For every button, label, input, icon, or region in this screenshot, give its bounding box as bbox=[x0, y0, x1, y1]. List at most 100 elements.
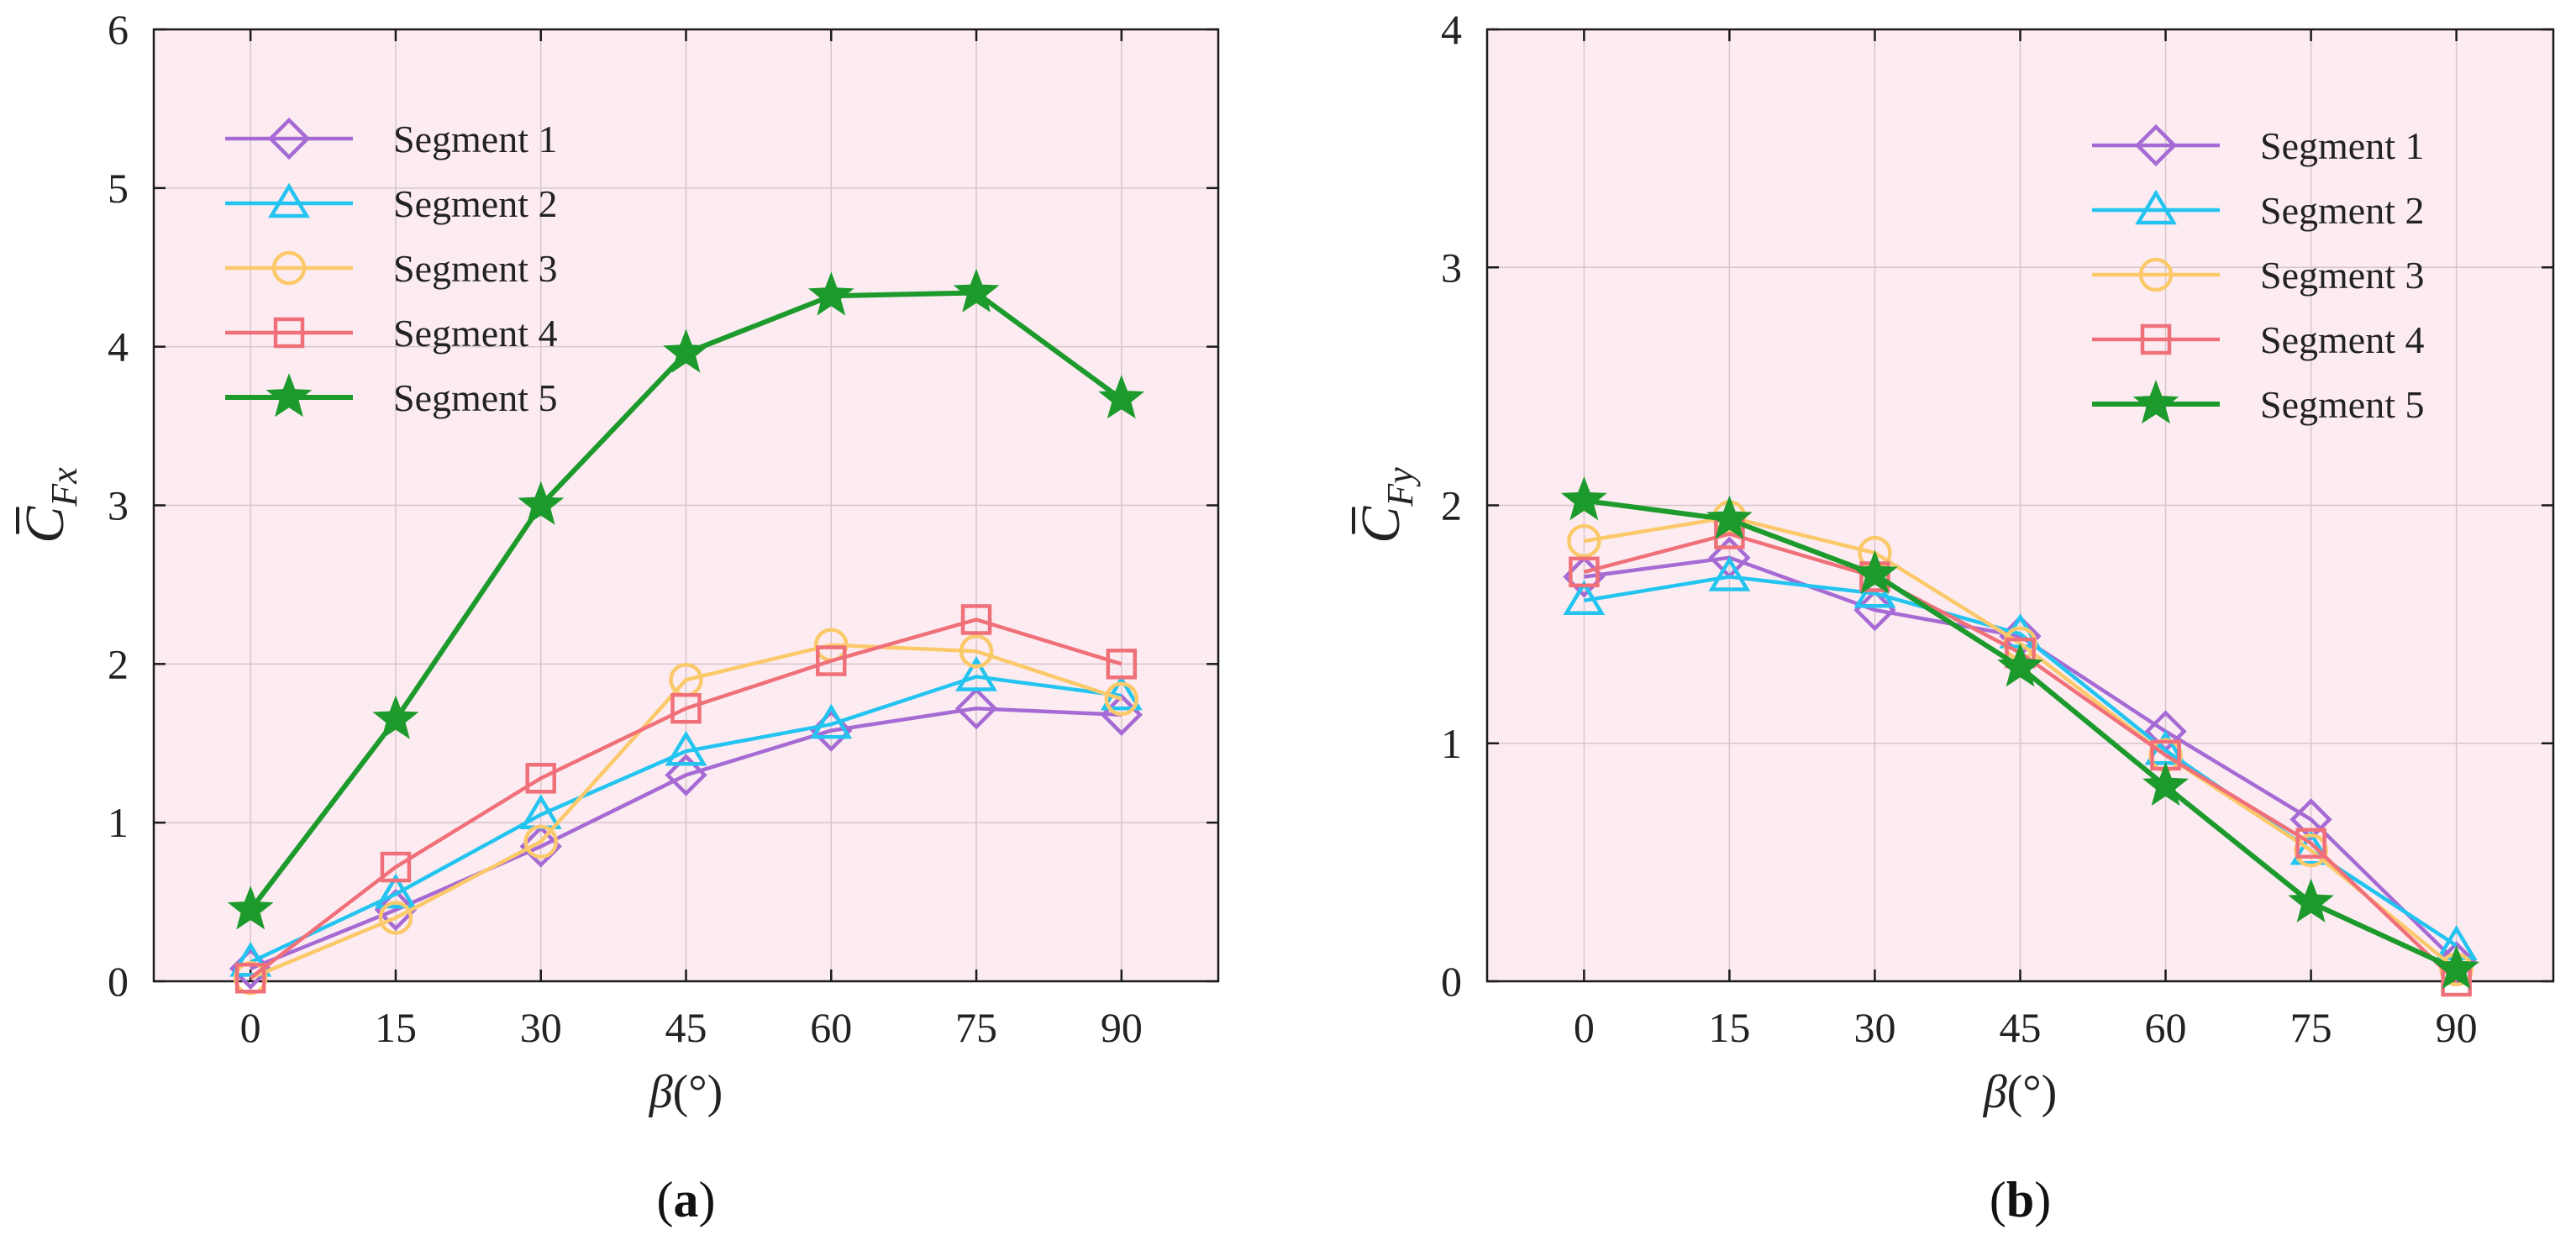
x-axis-unit: (°) bbox=[2007, 1066, 2058, 1118]
data-point bbox=[1560, 476, 1607, 521]
legend-marker bbox=[2134, 124, 2178, 167]
legend-marker bbox=[265, 373, 313, 418]
data-point bbox=[372, 695, 419, 739]
legend-marker bbox=[267, 117, 311, 160]
data-point bbox=[374, 888, 418, 932]
data-point bbox=[810, 703, 853, 739]
x-tick-label: 60 bbox=[2145, 1004, 2187, 1051]
legend-label: Segment 3 bbox=[393, 247, 557, 290]
y-axis-symbol: C bbox=[14, 506, 76, 544]
data-point bbox=[665, 754, 707, 796]
legend-label: Segment 4 bbox=[393, 312, 557, 355]
y-tick-label: 2 bbox=[108, 640, 129, 687]
y-tick-label: 0 bbox=[108, 958, 129, 1005]
data-point bbox=[807, 271, 854, 316]
legend-marker bbox=[2135, 189, 2177, 225]
legend: Segment 1 Segment 2 Segment 3 Segment 4 Segm… bbox=[2092, 124, 2424, 426]
panel-label: (b) bbox=[1990, 1172, 2051, 1227]
data-point bbox=[2288, 878, 2334, 922]
legend-label: Segment 4 bbox=[2260, 318, 2424, 361]
y-tick-label: 5 bbox=[108, 165, 129, 212]
x-tick-label: 15 bbox=[375, 1004, 417, 1051]
legend-label: Segment 2 bbox=[393, 182, 557, 225]
x-tick-label: 75 bbox=[955, 1004, 997, 1051]
y-axis-label-text: CFy bbox=[1350, 467, 1421, 544]
x-tick-label: 0 bbox=[1574, 1004, 1595, 1051]
y-tick-label: 0 bbox=[1441, 958, 1462, 1005]
data-point bbox=[1706, 495, 1753, 539]
y-axis-subscript: Fy bbox=[1380, 467, 1421, 507]
x-axis-symbol: β bbox=[649, 1066, 673, 1118]
x-tick-label: 90 bbox=[2436, 1004, 2478, 1051]
series-line bbox=[249, 618, 1122, 980]
data-point bbox=[816, 645, 847, 676]
data-point bbox=[378, 901, 413, 935]
legend-entry: Segment 5 bbox=[2092, 380, 2424, 426]
data-point bbox=[1852, 549, 1898, 595]
y-axis-subscript: Fx bbox=[44, 467, 85, 507]
data-point bbox=[670, 692, 702, 724]
series-segment-2 bbox=[229, 656, 1143, 977]
x-axis-symbol: β bbox=[1983, 1066, 2007, 1118]
legend-label: Segment 5 bbox=[393, 376, 557, 419]
legend-marker bbox=[2132, 380, 2179, 424]
y-tick-label: 3 bbox=[1441, 244, 1462, 291]
series-segment-5 bbox=[227, 268, 1145, 930]
y-tick-label: 6 bbox=[108, 6, 129, 53]
data-point bbox=[2433, 944, 2480, 990]
legend-entry: Segment 3 bbox=[2092, 254, 2424, 297]
data-point bbox=[1104, 681, 1139, 717]
legend-entry: Segment 4 bbox=[2092, 318, 2424, 361]
legend-entry: Segment 4 bbox=[225, 312, 557, 355]
panel-label: (a) bbox=[657, 1172, 716, 1227]
x-axis-label: β(°) bbox=[649, 1066, 723, 1118]
data-point bbox=[2142, 761, 2189, 807]
data-point bbox=[1106, 649, 1138, 680]
data-point bbox=[663, 328, 709, 373]
legend-marker bbox=[2138, 257, 2174, 292]
series-line bbox=[250, 643, 1122, 980]
data-point bbox=[960, 604, 992, 635]
data-point bbox=[2289, 829, 2332, 865]
data-point bbox=[374, 873, 417, 909]
x-tick-label: 30 bbox=[520, 1004, 562, 1051]
legend-label: Segment 5 bbox=[2260, 383, 2424, 426]
x-axis-unit: (°) bbox=[673, 1066, 723, 1118]
x-tick-label: 30 bbox=[1853, 1004, 1895, 1051]
x-tick-label: 90 bbox=[1101, 1004, 1143, 1051]
legend-marker bbox=[268, 182, 310, 218]
data-point bbox=[519, 825, 562, 868]
series-line bbox=[250, 706, 1122, 970]
legend-label: Segment 1 bbox=[2260, 124, 2424, 167]
data-point bbox=[1098, 375, 1145, 419]
legend-marker bbox=[271, 250, 307, 286]
data-point bbox=[1100, 675, 1143, 711]
legend-entry: Segment 1 bbox=[2092, 124, 2424, 167]
data-point bbox=[380, 851, 412, 883]
legend-entry: Segment 3 bbox=[225, 247, 557, 290]
data-point bbox=[1567, 523, 1601, 559]
series-line bbox=[250, 675, 1122, 964]
data-point bbox=[2289, 798, 2332, 841]
data-point bbox=[523, 824, 558, 859]
data-point bbox=[1708, 556, 1751, 591]
y-tick-label: 4 bbox=[108, 323, 129, 370]
data-point bbox=[1569, 556, 1600, 588]
data-point bbox=[954, 687, 998, 730]
x-tick-label: 75 bbox=[2290, 1004, 2332, 1051]
data-point bbox=[955, 656, 998, 691]
x-tick-label: 45 bbox=[2000, 1004, 2042, 1051]
x-axis-label: β(°) bbox=[1983, 1066, 2058, 1118]
data-point bbox=[1997, 643, 2043, 687]
y-axis-label: CFy bbox=[1350, 467, 1421, 544]
data-point bbox=[518, 481, 565, 525]
data-point bbox=[525, 763, 556, 794]
y-tick-label: 1 bbox=[1441, 720, 1462, 767]
legend-entry: Segment 2 bbox=[2092, 189, 2424, 232]
legend-entry: Segment 5 bbox=[225, 373, 557, 419]
data-point bbox=[665, 730, 707, 766]
data-point bbox=[229, 941, 272, 977]
legend-label: Segment 1 bbox=[393, 118, 557, 160]
